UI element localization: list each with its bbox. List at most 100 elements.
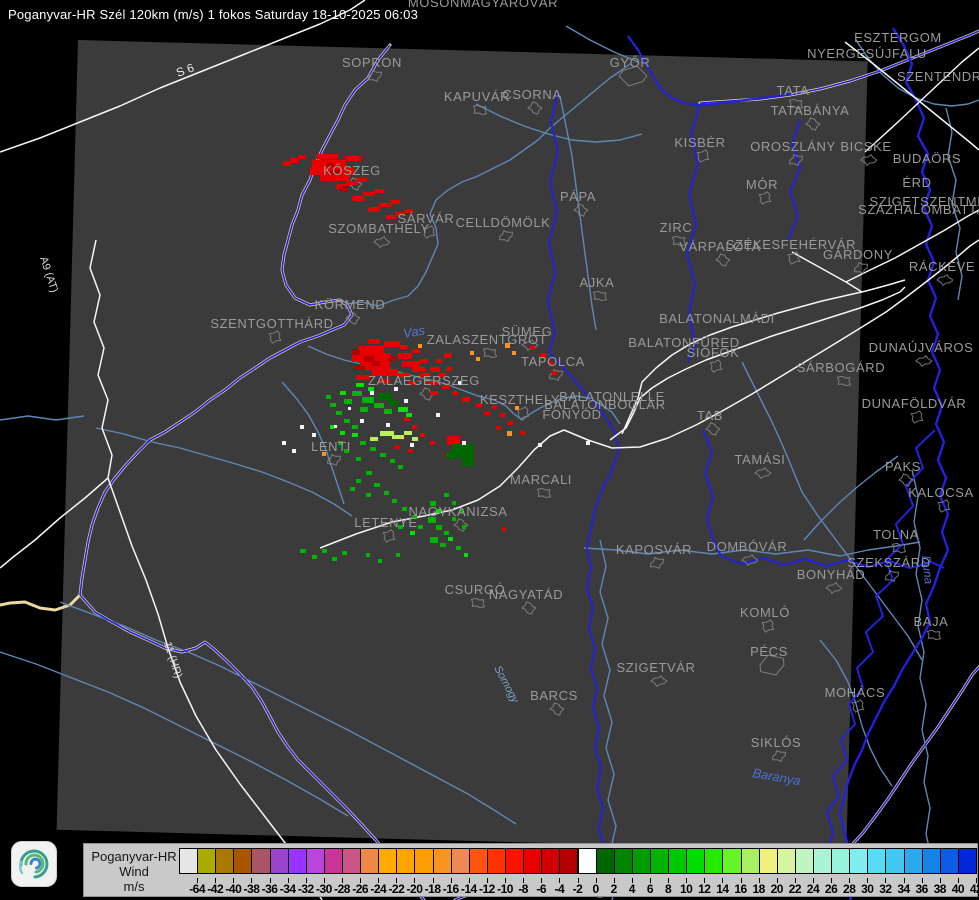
city-outline [472,104,488,116]
legend-tick-label: -6 [536,882,547,896]
city-outline [787,251,801,265]
city-label: DUNAFÖLDVÁR [862,396,967,411]
legend-tick-label: 4 [628,882,636,896]
legend-tick-mark [414,878,416,883]
legend-color-cell [323,848,344,874]
city-label: ZALASZENTGRÓT [427,332,547,347]
city-label: KAPOSVÁR [616,542,692,557]
legend-tick-label: -38 [243,882,260,896]
legend-tick-mark [631,878,633,883]
city-outline [709,359,723,373]
legend-color-cell [613,848,633,874]
city-outline [771,750,787,762]
legend-tick-label: -12 [479,882,495,896]
color-legend-panel: Poganyvar-HR Wind m/s -64 -42 -40 -38 -36 -34… [83,843,979,897]
city-label: NAGYATÁD [489,587,563,602]
legend-color-cell [722,848,742,874]
city-outline [671,235,687,247]
river-lines [0,25,979,900]
city-label: TATA [777,83,810,98]
city-label: CSURGÓ [445,582,506,597]
city-outline [618,65,648,87]
city-label: BAJA [914,614,949,629]
city-label: KAPUVÁR [444,89,510,104]
city-outline [851,699,865,713]
city-label: BONYHÁD [797,567,866,582]
city-label: OROSZLÁNY [750,139,836,154]
area-label: S 6 [174,60,196,79]
city-label: CSORNA [502,87,561,102]
legend-color-cell [867,848,887,874]
echo-cluster [330,383,468,557]
legend-color-cell [305,848,325,874]
legend-color-cell [577,848,597,874]
legend-tick-label: -64 [189,882,206,896]
legend-tick-label: -8 [518,882,528,896]
area-label: Vas [402,322,427,341]
legend-tick-mark [323,878,325,883]
legend-unit-label: m/s [123,879,145,894]
legend-tick-mark [342,878,344,883]
city-label: SIÓFOK [687,345,740,360]
city-outline [805,117,821,131]
city-outline [268,330,282,344]
rainviewer-logo[interactable] [11,841,57,887]
city-label: SZÉKESFEHÉRVÁR [726,237,856,252]
city-label: KISBÉR [674,135,725,150]
city-outline [367,70,383,82]
city-outline [516,406,530,420]
legend-color-cell [849,848,869,874]
city-outline [788,154,804,166]
legend-color-cell [215,848,235,874]
legend-tick-label: -26 [352,882,369,896]
legend-color-cell [794,848,814,874]
legend-color-cell [486,848,507,874]
city-outline [453,518,469,532]
city-outline [825,581,843,595]
legend-tick-label: 30 [861,882,874,896]
legend-tick-label: 0 [592,882,600,896]
legend-tick-label: 32 [879,882,892,896]
city-label: ÉRD [902,175,931,190]
legend-tick-label: -18 [424,882,441,896]
legend-tick-label: 22 [788,882,802,896]
legend-color-cell [414,848,434,874]
legend-tick-mark [976,878,977,883]
legend-tick-label: -34 [279,882,296,896]
legend-tick-label: -40 [225,882,242,896]
legend-color-cell [758,848,778,874]
city-label: DUNAÚJVÁROS [869,340,974,355]
city-label: BALATONBOGLÁR [544,397,665,412]
city-outline [898,473,914,487]
legend-color-cell [686,848,706,874]
city-outline [741,553,759,567]
legend-product-label: Poganyvar-HR [91,849,177,864]
city-label: PÉCS [750,644,788,659]
legend-color-cell [831,848,851,874]
city-outline [860,153,878,167]
legend-tick-mark [360,878,362,883]
echo-cluster [322,343,519,456]
city-label: SZIGETSZENTMIKLÓS [870,194,979,209]
echo-cluster [370,431,418,441]
legend-tick-mark [505,878,507,883]
legend-tick-mark [921,878,923,883]
city-label: SZOMBATHELY [328,221,429,236]
legend-parameter-label: Wind [119,864,149,879]
legend-tick-mark [468,878,470,883]
radar-echo-layer [282,154,590,563]
city-label: CELLDÖMÖLK [456,215,551,230]
legend-tick-mark [197,878,199,883]
city-label: KOMLÓ [740,605,790,620]
legend-tick-mark [305,878,307,883]
legend-tick-label: -42 [207,882,224,896]
legend-color-cell [668,848,688,874]
legend-tick-mark [251,878,253,883]
legend-tick-mark [704,878,706,883]
legend-color-cell [559,848,579,874]
legend-tick-label: 42 [969,882,979,896]
legend-tick-mark [486,878,488,883]
city-label: SIKLÓS [751,735,802,750]
